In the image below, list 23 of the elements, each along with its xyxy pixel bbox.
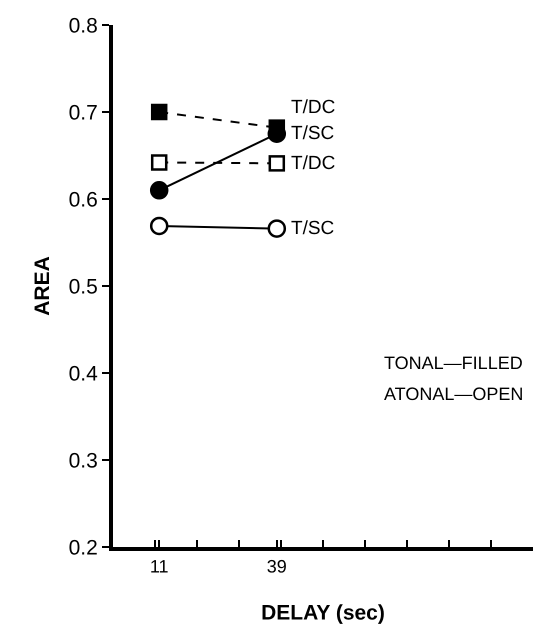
annotation: TONAL—FILLED [384,353,523,373]
series-label: T/DC [291,97,336,118]
point [150,104,168,120]
y-tick-label: 0.7 [68,101,98,124]
x-axis-title: DELAY (sec) [261,601,385,624]
y-axis-title: AREA [31,256,54,316]
y-tick-label: 0.5 [68,275,98,298]
point [150,216,168,236]
point [150,154,168,171]
point [268,155,286,172]
y-tick-label: 0.8 [68,14,98,38]
x-tick-label: 11 [150,556,169,577]
y-tick-label: 0.3 [68,449,98,472]
point [150,181,168,200]
y-tick-label: 0.4 [68,362,98,386]
series-label: T/SC [291,123,334,144]
point [268,219,286,238]
series-label: T/SC [291,218,334,239]
annotation: ATONAL—OPEN [384,384,524,404]
series-label: T/DC [291,153,336,174]
y-tick-label: 0.6 [68,188,98,212]
x-tick-label: 39 [266,556,287,577]
y-tick-label: 0.2 [68,536,98,560]
